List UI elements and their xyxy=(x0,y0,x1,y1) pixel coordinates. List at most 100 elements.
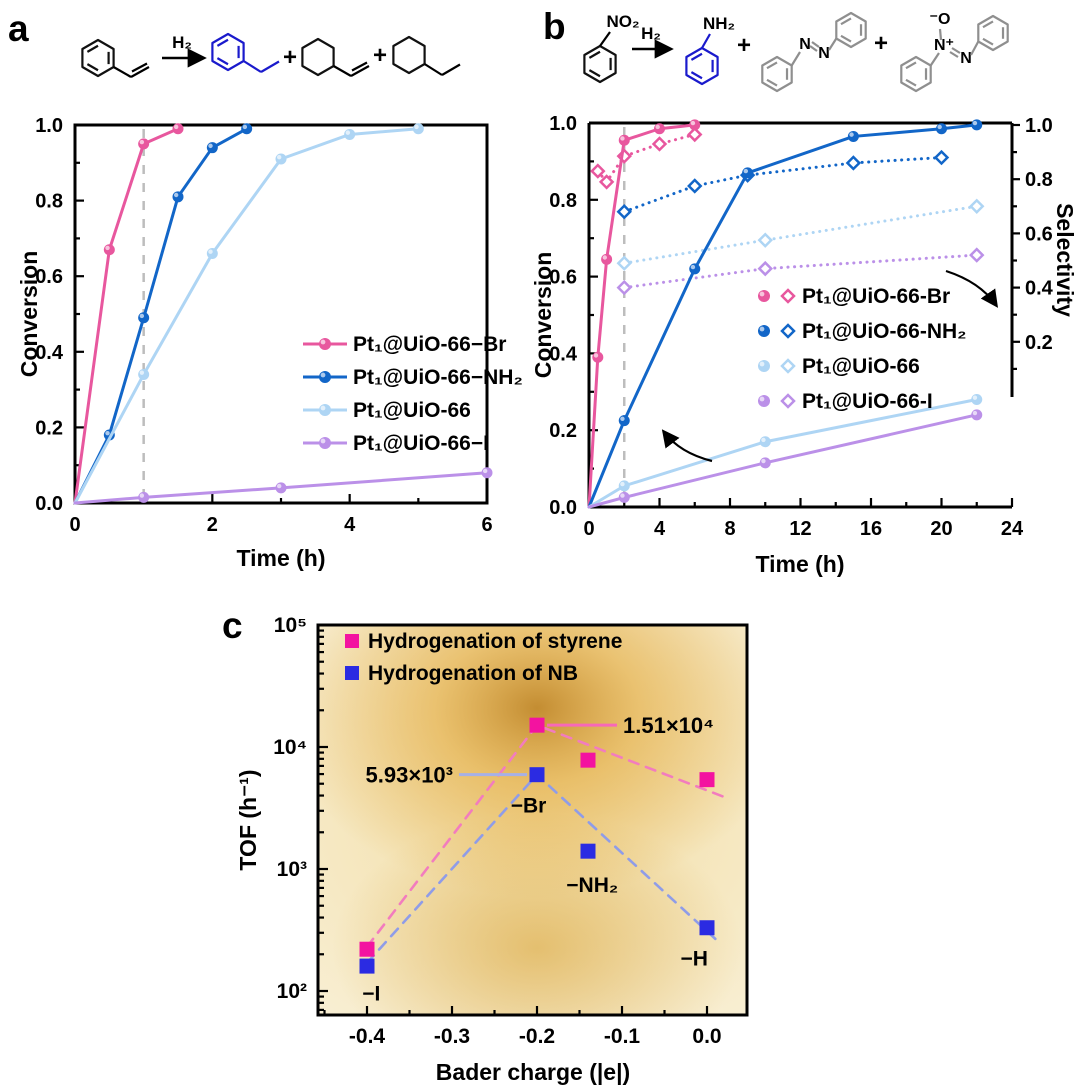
plus-sign: + xyxy=(874,30,888,57)
panel-b-legend: Pt₁@UiO-66-Br Pt₁@UiO-66-NH₂ Pt₁@UiO-66 Pt₁… xyxy=(758,285,967,413)
panel-c-background xyxy=(318,625,747,1015)
panel-b-chart: 0 4 8 12 16 20 24 0.0 0.2 0.4 0.6 0.8 1.0 0.2 0.4 0.6 0.… xyxy=(530,113,1078,577)
x-tick-label: -0.4 xyxy=(349,1025,386,1048)
y-tick-label: 0.4 xyxy=(549,343,578,365)
panel-c-ylabel: TOF (h⁻¹) xyxy=(235,769,261,870)
right-tick-label: 1.0 xyxy=(1025,115,1053,137)
data-point-square xyxy=(580,752,596,768)
panel-a-legend: Pt₁@UiO-66−Br Pt₁@UiO-66−NH₂ Pt₁@UiO-66 Pt₁… xyxy=(303,333,523,455)
right-tick-label: 0.6 xyxy=(1025,223,1053,245)
h2-label: H₂ xyxy=(641,24,661,43)
data-point-diamond xyxy=(687,126,703,143)
data-point-diamond xyxy=(780,358,796,374)
panel-a-letter: a xyxy=(8,8,29,49)
y-tick-label: 0.0 xyxy=(549,497,577,519)
y-tick-label: 0.2 xyxy=(35,417,63,439)
data-point-marker xyxy=(592,351,604,363)
panel-c-letter: c xyxy=(222,605,243,646)
panel-b-conversion-2 xyxy=(587,393,983,509)
y-tick-label: 10⁴ xyxy=(273,736,307,759)
legend-label: Hydrogenation of NB xyxy=(368,662,578,685)
right-tick-label: 0.2 xyxy=(1025,332,1053,354)
data-point-marker xyxy=(319,338,331,350)
data-point-marker xyxy=(319,404,331,416)
axis-ticks: 0 2 4 6 0.0 0.2 0.4 0.6 0.8 1.0 xyxy=(35,115,492,536)
data-point-marker xyxy=(689,119,701,131)
panel-c-series-0 xyxy=(359,717,715,957)
data-point-marker xyxy=(936,123,947,135)
panel-b-xlabel: Time (h) xyxy=(755,551,844,577)
panel-a-series-3 xyxy=(73,467,493,505)
data-point-diamond xyxy=(590,163,606,179)
data-point-marker xyxy=(172,123,184,135)
data-point-square xyxy=(529,767,545,783)
data-point-marker xyxy=(971,409,983,421)
data-point-marker xyxy=(344,128,356,140)
data-point-marker xyxy=(138,138,150,150)
data-point-marker xyxy=(971,393,983,405)
o-minus-label: ⁻O xyxy=(930,11,951,28)
annotation-value: 5.93×10³ xyxy=(366,763,453,788)
data-point-marker xyxy=(758,325,770,337)
x-tick-label: 20 xyxy=(930,518,952,540)
axis-ticks: 0 4 8 12 16 20 24 0.0 0.2 0.4 0.6 0.8 1.0 0.2 0.4 0.6 0.… xyxy=(549,113,1053,540)
data-point-square xyxy=(359,958,375,974)
data-point-diamond xyxy=(969,247,985,263)
n-label: N xyxy=(818,45,830,62)
right-tick-label: 0.8 xyxy=(1025,169,1053,191)
legend-label: Pt₁@UiO-66 xyxy=(802,355,920,378)
arrow-to-selectivity-axis xyxy=(945,269,999,308)
data-point-marker xyxy=(618,415,630,427)
y-tick-label: 10³ xyxy=(277,858,307,881)
data-point-marker xyxy=(654,123,665,135)
data-point-diamond xyxy=(757,232,773,248)
panel-b-conversion-1 xyxy=(587,119,983,509)
x-tick-label: 12 xyxy=(789,518,811,540)
data-point-marker xyxy=(241,123,253,135)
point-label: −I xyxy=(362,983,380,1006)
panel-c-xlabel: Bader charge (|e|) xyxy=(436,1059,630,1085)
legend-item: Pt₁@UiO-66-Br xyxy=(758,285,950,308)
point-label: −H xyxy=(681,947,708,970)
y-tick-label: 0.8 xyxy=(549,190,577,212)
data-point-marker xyxy=(618,491,630,503)
panel-a-series-2 xyxy=(73,123,424,505)
data-point-marker xyxy=(138,491,150,503)
data-point-square xyxy=(359,941,375,957)
n-label: N xyxy=(960,50,972,67)
legend-label: Pt₁@UiO-66-Br xyxy=(802,285,950,308)
reaction-scheme-a: H₂ + + xyxy=(81,32,461,78)
data-point-marker xyxy=(971,119,983,131)
h2-label: H₂ xyxy=(172,33,192,52)
point-label: −NH₂ xyxy=(566,874,618,897)
plus-sign: + xyxy=(283,44,297,71)
legend-item: Hydrogenation of NB xyxy=(345,662,578,685)
no2-label: NO₂ xyxy=(606,12,639,31)
data-point-marker xyxy=(758,290,770,302)
y-tick-label: 10⁵ xyxy=(274,614,307,637)
panel-b-selectivity-0 xyxy=(590,126,703,190)
data-point-marker xyxy=(412,123,424,135)
data-point-diamond xyxy=(969,198,985,215)
y-tick-label: 0.6 xyxy=(35,266,63,288)
y-tick-label: 0.8 xyxy=(35,191,63,213)
legend-label: Pt₁@UiO-66-NH₂ xyxy=(802,320,967,343)
data-point-square xyxy=(699,772,715,788)
x-tick-label: 2 xyxy=(207,514,218,536)
data-point-marker xyxy=(481,467,493,479)
nh2-label: NH₂ xyxy=(703,14,735,33)
panel-b-conversion-3 xyxy=(587,409,983,509)
legend-item: Pt₁@UiO-66 xyxy=(303,399,471,422)
data-point-marker xyxy=(206,142,218,154)
plot-frame xyxy=(316,623,749,1017)
data-point-marker xyxy=(759,436,771,448)
legend-item: Pt₁@UiO-66 xyxy=(758,355,920,378)
point-label: −Br xyxy=(511,795,547,818)
data-point-diamond xyxy=(616,279,632,296)
annotation-value: 1.51×10⁴ xyxy=(623,713,714,738)
data-point-marker xyxy=(138,312,150,324)
data-point-marker xyxy=(319,371,331,383)
data-point-marker xyxy=(103,244,115,256)
data-point-marker xyxy=(759,457,771,469)
